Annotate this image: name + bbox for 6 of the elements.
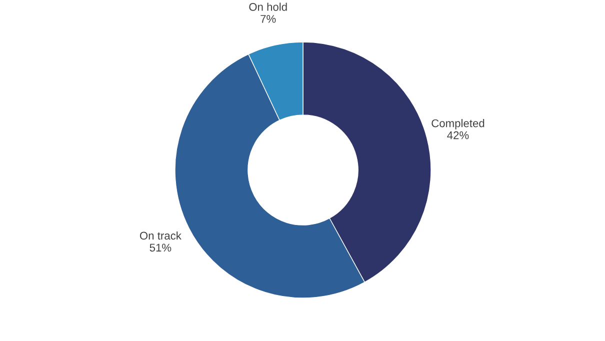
data-label: 7% bbox=[260, 15, 276, 23]
data-label: 42% bbox=[447, 131, 469, 140]
slice-label: On track bbox=[140, 231, 182, 240]
slice-label: Completed bbox=[432, 119, 484, 130]
data-label: 51% bbox=[150, 244, 172, 252]
slice-label: On hold bbox=[249, 2, 287, 11]
